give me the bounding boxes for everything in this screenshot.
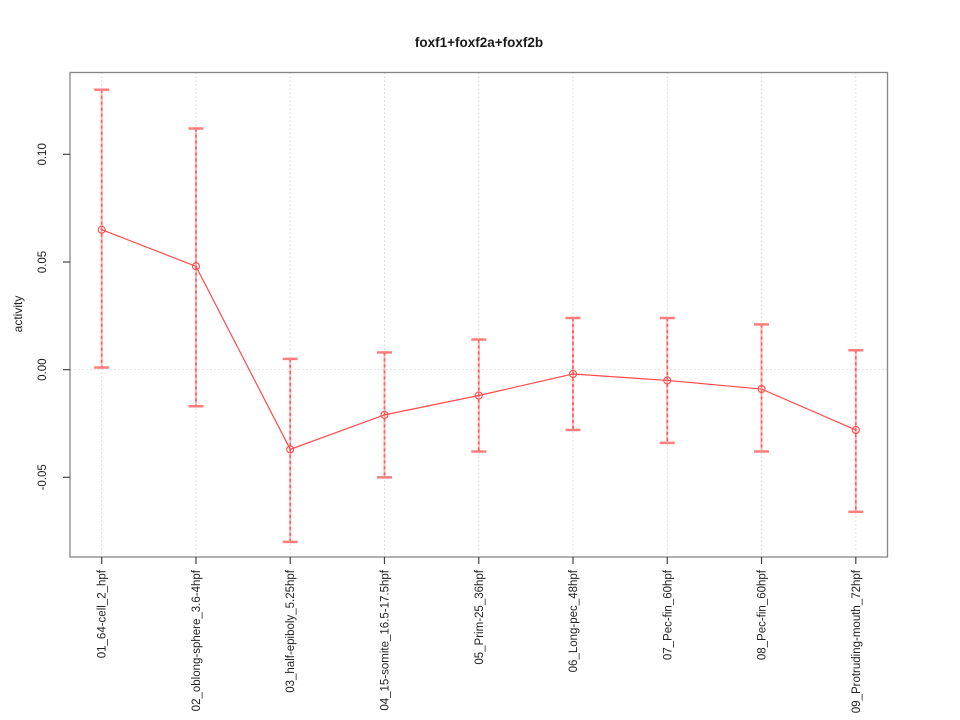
y-tick-label: 0.05	[37, 251, 49, 273]
data-point-marker	[474, 391, 483, 400]
gridlines	[70, 72, 888, 557]
series-line	[101, 229, 857, 451]
data-point-marker	[663, 376, 672, 385]
axis-ticks	[63, 153, 857, 564]
data-points	[97, 225, 860, 454]
x-tick-label: 06_Long-pec_48hpf	[568, 569, 580, 672]
x-axis-tick-labels: 01_64-cell_2_hpf 02_oblong-sphere_3.6-4hp…	[97, 569, 863, 713]
x-tick-label: 08_Pec-fin_60hpf	[757, 569, 769, 660]
data-point-marker	[286, 445, 295, 454]
x-tick-label: 03_half-epiboly_5.25hpf	[285, 569, 297, 693]
x-tick-label: 01_64-cell_2_hpf	[97, 569, 109, 658]
data-point-marker	[568, 369, 578, 379]
y-axis-tick-labels: -0.05 0.00 0.05 0.10	[37, 143, 49, 490]
data-point-marker	[191, 262, 201, 271]
x-tick-label: 07_Pec-fin_60hpf	[662, 569, 674, 660]
data-point-marker	[757, 384, 766, 394]
chart-title: foxf1+foxf2a+foxf2b	[415, 35, 543, 50]
y-tick-label: 0.00	[37, 358, 49, 380]
data-line	[101, 229, 857, 451]
x-tick-label: 02_oblong-sphere_3.6-4hpf	[191, 569, 203, 711]
data-point-marker	[97, 225, 106, 234]
y-tick-label: -0.05	[37, 464, 49, 490]
data-point-marker	[380, 410, 389, 419]
x-tick-label: 04_15-somite_16.5-17.5hpf	[379, 569, 391, 710]
x-tick-label: 05_Prim-25_36hpf	[474, 569, 486, 664]
x-tick-label: 09_Protruding-mouth_72hpf	[851, 569, 863, 713]
y-axis-label: activity	[11, 296, 25, 333]
y-tick-label: 0.10	[37, 143, 49, 165]
data-point-marker	[851, 425, 860, 435]
